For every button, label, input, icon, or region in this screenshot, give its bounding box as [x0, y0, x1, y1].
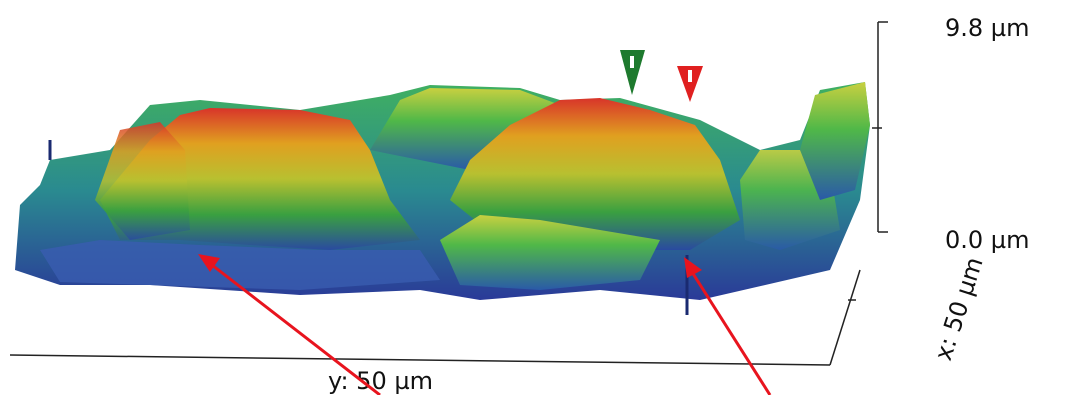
y-axis [9, 354, 831, 366]
arrows [198, 254, 772, 395]
x-axis [829, 269, 861, 366]
arrow-left-head [198, 254, 220, 272]
marker-red [677, 66, 703, 102]
z-bottom-label: 0.0 µm [945, 226, 1029, 254]
y-axis-label: y: 50 µm [328, 367, 433, 395]
marker-green [620, 50, 645, 95]
z-top-label: 9.8 µm [945, 14, 1029, 42]
marker-green-notch [630, 56, 634, 68]
arrow-right-head [684, 257, 702, 278]
arrow-right [690, 271, 772, 395]
arrow-left [211, 263, 381, 395]
x-axis-label: x: 50 µm [929, 254, 989, 364]
axes [9, 21, 888, 366]
surface [15, 82, 870, 315]
marker-red-notch [688, 70, 692, 82]
